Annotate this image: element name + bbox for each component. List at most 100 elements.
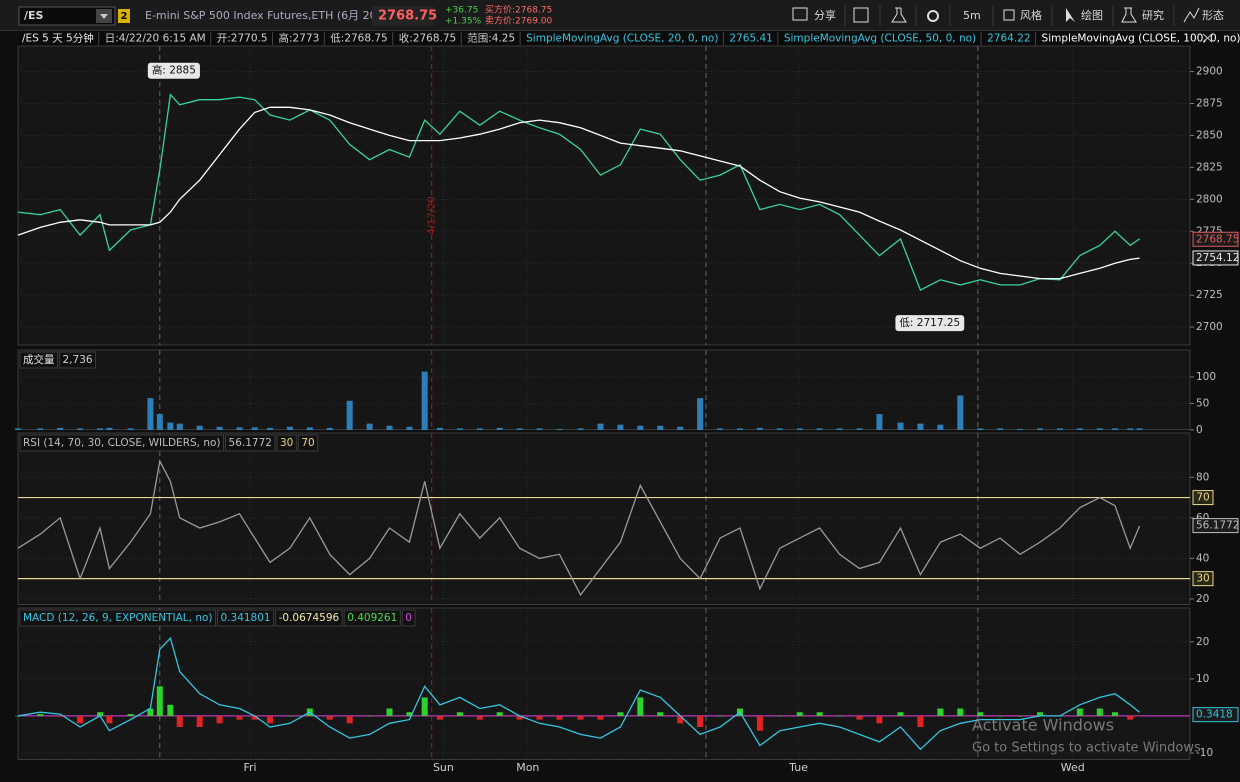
bar (796, 712, 803, 716)
info-bar-close[interactable] (1202, 33, 1213, 43)
panel-header-box (225, 434, 276, 452)
bar (156, 686, 163, 716)
bar (326, 715, 333, 720)
panel-header-box (297, 434, 319, 452)
bar (236, 427, 243, 430)
bar (15, 428, 21, 430)
bar (406, 712, 413, 716)
patterns-button[interactable]: 形态 (1202, 9, 1224, 22)
series-line (17, 93, 1140, 292)
extreme-label-box (895, 315, 965, 332)
y-tick-label: 20 (1196, 593, 1209, 605)
bar (456, 428, 463, 430)
panel-header-item: 成交量 (23, 353, 55, 366)
panel-header-item: 70 (301, 437, 314, 449)
x-tick-label: Fri (244, 761, 257, 774)
bar (406, 426, 413, 430)
bar (516, 715, 523, 720)
draw-button[interactable]: 绘图 (1081, 8, 1103, 22)
y-tick-label: -10 (1196, 747, 1213, 759)
bar (876, 414, 883, 430)
y-tick-label: 2900 (1196, 66, 1223, 78)
bar (1056, 428, 1063, 430)
bar (677, 715, 684, 724)
flask-button[interactable] (891, 7, 907, 23)
bar (657, 425, 664, 430)
bar (156, 414, 163, 430)
bar (957, 395, 964, 430)
info-item: 2764.22 (987, 33, 1030, 45)
info-item: 收:2768.75 (399, 32, 456, 45)
bar (496, 427, 503, 430)
bar (856, 428, 863, 430)
bar (476, 715, 483, 720)
x-tick-label: Tue (788, 761, 808, 774)
bar (286, 426, 293, 430)
link-badge[interactable] (118, 9, 130, 23)
studies-button[interactable]: 研究 (1142, 8, 1164, 22)
bar (421, 697, 428, 716)
notes-button[interactable] (853, 7, 869, 23)
panel-header-item: 0.409261 (347, 612, 397, 624)
bar (147, 708, 154, 716)
bar (1111, 428, 1118, 430)
bar (1017, 715, 1024, 717)
bar (326, 427, 333, 430)
share-button[interactable]: 分享 (814, 8, 836, 22)
last-value-box (1192, 231, 1239, 247)
bar (386, 425, 393, 430)
chart-layer: /ES 5 天 5分钟 日:4/22/20 6:15 AM 开:2770.5 高:27… (15, 32, 1240, 774)
dropdown-arrow (100, 14, 108, 19)
interval-button[interactable]: 5m (963, 9, 981, 22)
style-button[interactable]: 风格 (1020, 8, 1042, 22)
bar (77, 715, 84, 724)
panel-header-item: RSI (14, 70, 30, CLOSE, WILDERS, no) (23, 437, 221, 449)
bar (147, 398, 154, 430)
y-tick-label: 2725 (1196, 289, 1223, 301)
info-item: /ES 5 天 5分钟 (22, 32, 94, 45)
series-line (17, 106, 1140, 280)
link-number: 2 (121, 11, 128, 22)
bar (677, 426, 684, 430)
settings-button[interactable] (927, 10, 939, 22)
watermark-text: Go to Settings to activate Windows. (972, 741, 1205, 756)
bar (421, 371, 428, 430)
panel-header-item: 30 (280, 437, 293, 449)
panel-header-box (276, 434, 297, 452)
symbol: /ES (24, 9, 44, 22)
panel-header-box (59, 351, 97, 369)
panel-header-box (275, 609, 343, 627)
bar (266, 427, 273, 430)
last-price: 2768.75 (378, 9, 437, 24)
change: +36.75 (445, 6, 478, 16)
info-item: SimpleMovingAvg (CLOSE, 100, 0, no) (1042, 33, 1240, 45)
bar (697, 715, 704, 728)
bar (436, 427, 443, 430)
info-item: 2765.41 (729, 33, 772, 45)
y-tick-label: 2800 (1196, 193, 1223, 205)
bar (236, 715, 243, 720)
last-value-box (1192, 518, 1239, 534)
y-tick-label: 80 (1196, 471, 1209, 483)
panel-header-box (343, 609, 401, 627)
session-date: 4/17/20 (427, 196, 438, 235)
last-value-box (1192, 707, 1239, 723)
bar (37, 428, 44, 430)
bar (436, 715, 443, 720)
y-tick-label: 40 (1196, 552, 1209, 564)
y-tick-label: 2875 (1196, 98, 1223, 110)
bar (597, 715, 604, 720)
y-tick-label: 50 (1196, 397, 1209, 409)
last-value-label: 2754.12 (1196, 252, 1239, 264)
info-item: 日:4/22/20 6:15 AM (105, 33, 206, 45)
bar (216, 715, 223, 724)
bar (697, 398, 704, 430)
panel (17, 45, 1191, 346)
symbol-input[interactable] (18, 6, 116, 26)
ask: 卖方价:2769.00 (485, 15, 553, 27)
bar (176, 423, 183, 430)
bar (1036, 712, 1043, 716)
share-icon[interactable] (792, 7, 808, 21)
bar (286, 715, 293, 717)
panel (17, 349, 1191, 430)
